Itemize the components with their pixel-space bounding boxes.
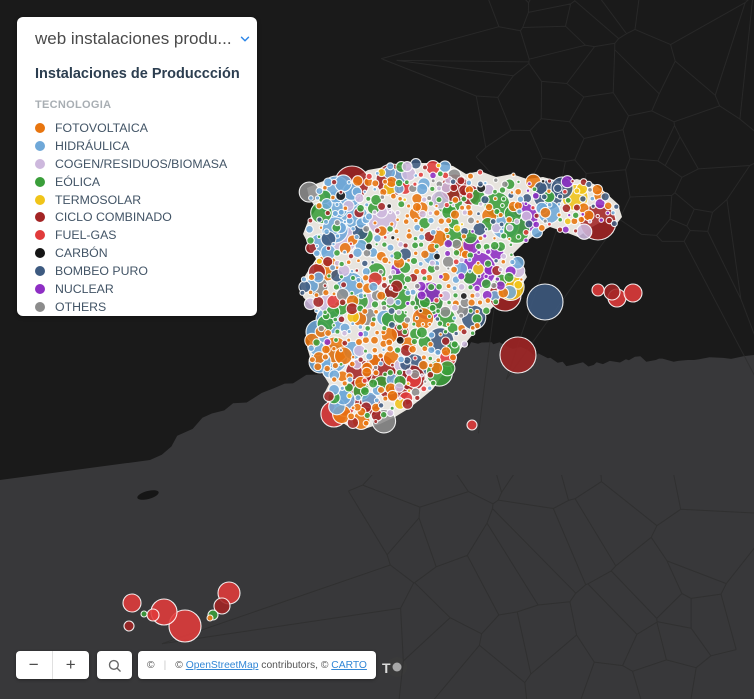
svg-text:T: T <box>382 660 391 676</box>
